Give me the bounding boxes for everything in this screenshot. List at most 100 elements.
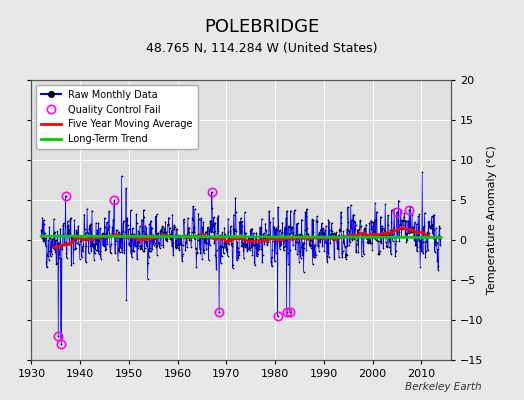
Point xyxy=(377,240,385,246)
Point xyxy=(277,240,286,247)
Point xyxy=(157,242,165,248)
Point xyxy=(250,259,259,265)
Point xyxy=(390,227,399,233)
Point xyxy=(224,228,233,235)
Point xyxy=(415,211,423,218)
Point xyxy=(325,226,334,233)
Point xyxy=(145,254,153,260)
Point xyxy=(137,243,145,250)
Point xyxy=(376,238,384,244)
Point xyxy=(409,228,418,234)
Point xyxy=(62,255,71,261)
Point xyxy=(326,230,335,237)
Point xyxy=(348,237,356,244)
Point xyxy=(388,238,397,244)
Point xyxy=(353,236,362,243)
Point xyxy=(79,248,87,254)
Point xyxy=(66,233,74,239)
Point xyxy=(143,238,151,245)
Point xyxy=(159,244,168,250)
Point xyxy=(244,246,252,252)
Point xyxy=(379,232,388,238)
Point xyxy=(285,223,293,229)
Point xyxy=(169,252,178,258)
Point xyxy=(315,248,323,254)
Point xyxy=(51,249,60,255)
Point xyxy=(375,248,384,254)
Point xyxy=(131,234,139,241)
Point xyxy=(412,242,420,248)
Point xyxy=(185,236,194,243)
Point xyxy=(272,225,280,231)
Point xyxy=(375,250,384,257)
Point xyxy=(77,233,85,240)
Point xyxy=(47,248,55,254)
Point xyxy=(74,223,82,229)
Point xyxy=(266,219,275,225)
Point xyxy=(203,224,212,230)
Point xyxy=(355,233,363,240)
Point xyxy=(204,245,212,252)
Point xyxy=(269,224,278,230)
Point xyxy=(50,230,58,236)
Point xyxy=(316,226,325,233)
Point xyxy=(312,217,321,224)
Point xyxy=(318,243,326,249)
Point xyxy=(133,256,141,262)
Point xyxy=(207,218,215,224)
Point xyxy=(372,228,380,234)
Point xyxy=(45,257,53,263)
Point xyxy=(415,238,423,244)
Point xyxy=(70,234,78,241)
Point xyxy=(166,231,174,238)
Point xyxy=(402,230,411,236)
Point xyxy=(67,262,75,268)
Point xyxy=(286,246,294,253)
Point xyxy=(233,239,242,245)
Point xyxy=(369,219,378,225)
Point xyxy=(238,218,246,224)
Point xyxy=(398,226,406,232)
Point xyxy=(144,276,152,282)
Point xyxy=(72,227,80,234)
Point xyxy=(91,250,99,257)
Point xyxy=(179,242,187,248)
Point xyxy=(41,230,49,236)
Point xyxy=(243,244,251,250)
Point xyxy=(47,238,56,244)
Point xyxy=(73,240,81,246)
Point xyxy=(126,243,134,249)
Point xyxy=(399,222,407,229)
Point xyxy=(94,220,103,226)
Point xyxy=(294,238,302,245)
Point xyxy=(200,250,208,256)
Point xyxy=(105,208,113,215)
Point xyxy=(90,241,99,247)
Point xyxy=(62,250,71,257)
Point xyxy=(111,250,119,256)
Point xyxy=(124,222,132,228)
Point xyxy=(48,251,56,257)
Point xyxy=(267,254,276,260)
Point xyxy=(275,238,283,244)
Point xyxy=(75,241,83,248)
Point xyxy=(151,227,159,233)
Point xyxy=(136,223,144,229)
Point xyxy=(222,240,230,246)
Point xyxy=(83,206,91,212)
Point xyxy=(274,204,282,210)
Point xyxy=(163,222,172,229)
Point xyxy=(164,221,172,227)
Point xyxy=(228,262,237,268)
Point xyxy=(81,226,89,232)
Point xyxy=(108,224,116,230)
Point xyxy=(222,239,231,246)
Point xyxy=(282,309,291,315)
Point xyxy=(386,229,395,235)
Point xyxy=(259,232,267,238)
Point xyxy=(190,224,198,230)
Point xyxy=(383,243,391,249)
Point xyxy=(137,242,145,249)
Point xyxy=(285,231,293,238)
Point xyxy=(57,341,66,347)
